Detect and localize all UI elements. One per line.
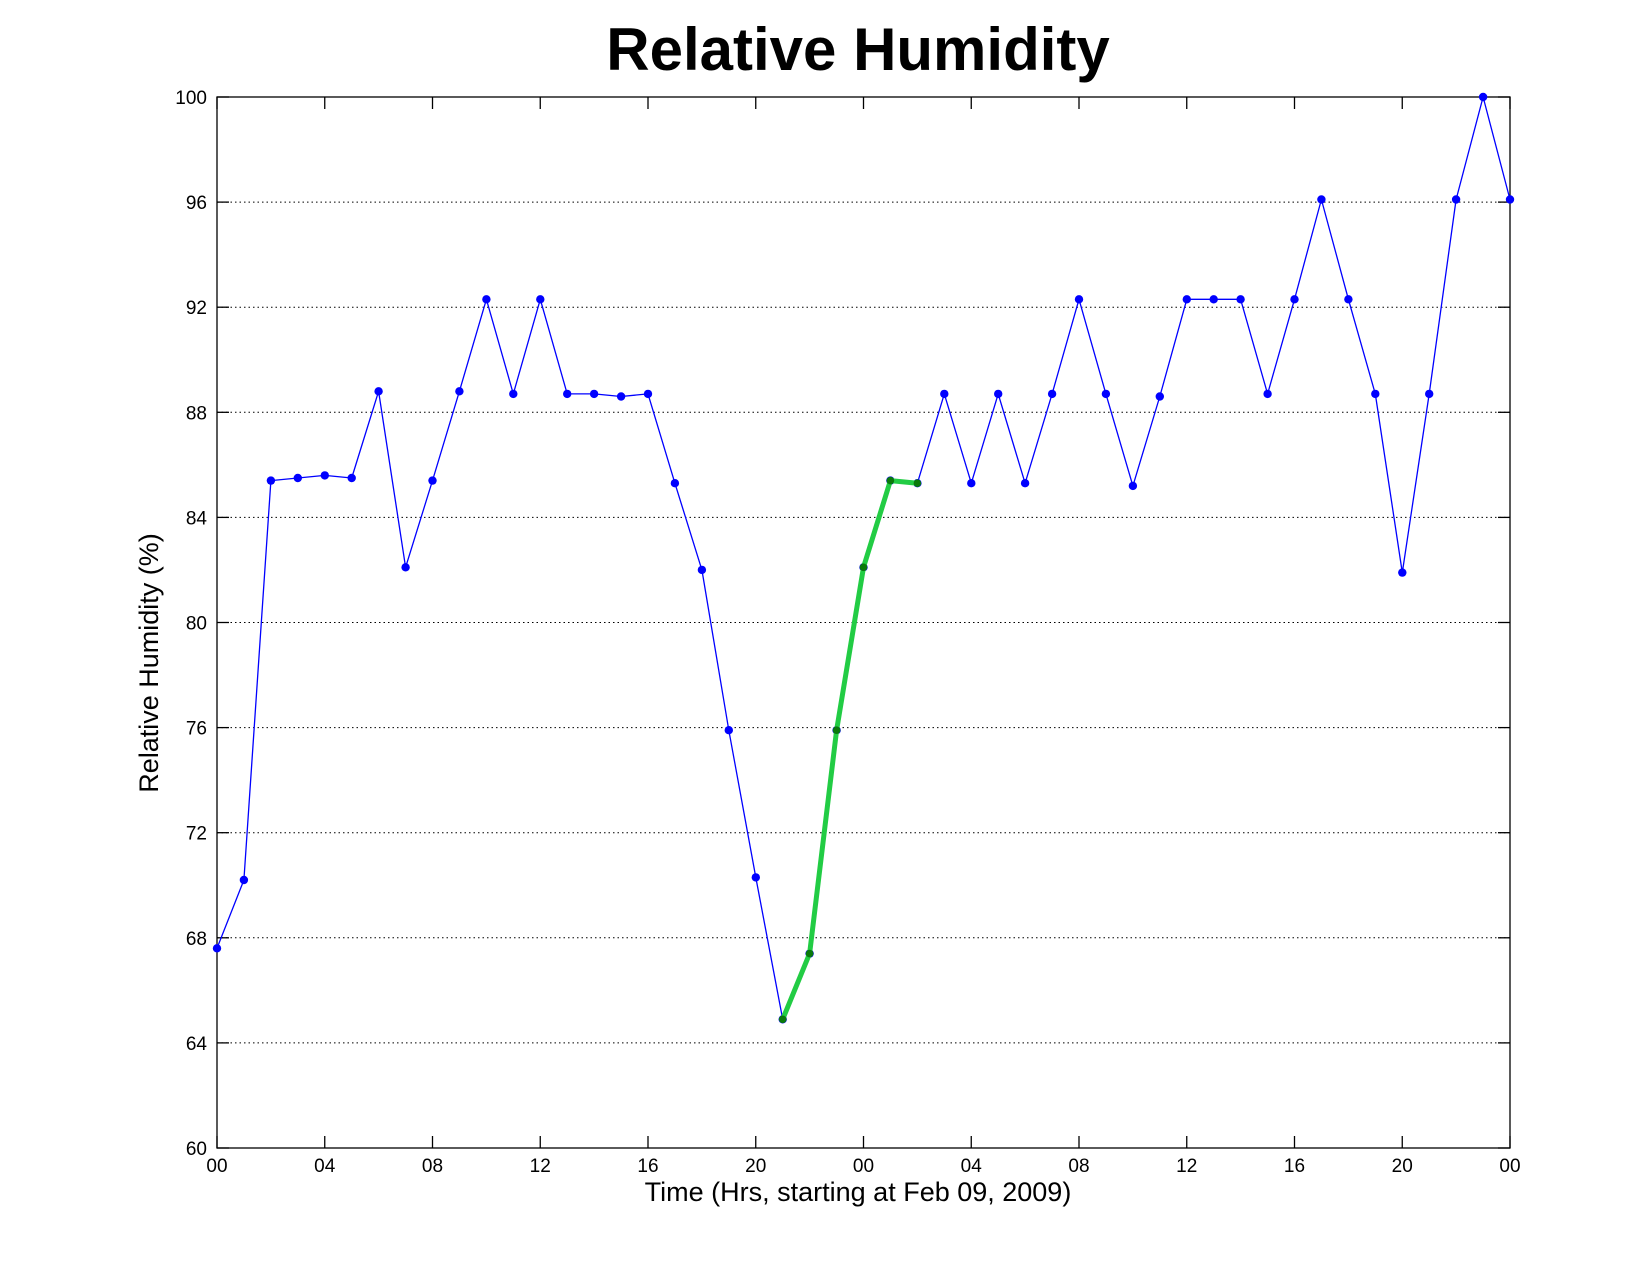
data-point bbox=[1155, 392, 1165, 401]
data-point bbox=[724, 726, 733, 735]
data-point bbox=[670, 479, 680, 488]
data-point bbox=[967, 479, 976, 488]
x-tick-label: 16 bbox=[637, 1156, 658, 1177]
data-point bbox=[1317, 195, 1326, 204]
data-point bbox=[616, 392, 626, 401]
x-tick-label: 12 bbox=[530, 1156, 551, 1177]
data-point bbox=[536, 295, 545, 304]
y-tick-label: 88 bbox=[186, 403, 207, 424]
data-point bbox=[374, 387, 383, 396]
y-tick-label: 68 bbox=[186, 929, 207, 950]
data-point bbox=[1371, 389, 1380, 399]
data-point bbox=[1398, 568, 1407, 577]
series-0 bbox=[212, 92, 1515, 1024]
data-point bbox=[1128, 481, 1138, 491]
y-tick-label: 64 bbox=[186, 1034, 208, 1055]
data-point bbox=[563, 389, 572, 399]
y-tick-label: 100 bbox=[175, 88, 207, 109]
data-point bbox=[1236, 295, 1245, 304]
data-point bbox=[320, 471, 329, 480]
x-tick-label: 12 bbox=[1176, 1156, 1197, 1177]
data-point bbox=[913, 479, 922, 488]
data-point bbox=[589, 389, 599, 399]
y-tick-label: 96 bbox=[186, 193, 207, 214]
y-tick-labels: 60 64 68 72 76 80 84 88 92 96 100 bbox=[175, 88, 207, 1160]
data-point bbox=[1478, 92, 1488, 102]
series-1 bbox=[778, 476, 922, 1024]
data-point bbox=[1344, 295, 1353, 304]
data-point bbox=[509, 389, 518, 399]
x-tick-label: 20 bbox=[1392, 1156, 1413, 1177]
data-point bbox=[751, 873, 760, 882]
data-point bbox=[1101, 389, 1111, 399]
data-point bbox=[940, 389, 949, 399]
data-point bbox=[482, 295, 491, 304]
series-line bbox=[780, 478, 918, 1021]
data-point bbox=[886, 476, 895, 485]
y-tick-label: 80 bbox=[186, 614, 207, 635]
y-tick-label: 60 bbox=[186, 1139, 207, 1160]
data-point bbox=[859, 563, 868, 572]
data-point bbox=[239, 875, 249, 885]
data-point bbox=[643, 389, 653, 399]
data-point bbox=[1263, 389, 1272, 399]
y-tick-label: 72 bbox=[186, 824, 207, 845]
x-tick-label: 08 bbox=[1068, 1156, 1089, 1177]
data-point bbox=[1290, 295, 1299, 304]
y-tick-label: 84 bbox=[186, 508, 208, 529]
grid-lines bbox=[217, 201, 1510, 1044]
x-axis-label: Time (Hrs, starting at Feb 09, 2009) bbox=[645, 1177, 1072, 1207]
x-tick-label: 20 bbox=[745, 1156, 766, 1177]
data-point bbox=[1425, 389, 1434, 399]
data-point bbox=[1451, 195, 1461, 204]
data-point bbox=[293, 473, 302, 483]
data-point bbox=[778, 1015, 787, 1024]
data-point bbox=[455, 387, 464, 396]
x-tick-label: 00 bbox=[853, 1156, 874, 1177]
x-tick-label: 16 bbox=[1284, 1156, 1305, 1177]
data-point bbox=[1505, 195, 1515, 204]
data-point bbox=[1047, 389, 1057, 399]
data-point bbox=[428, 476, 437, 485]
data-point bbox=[347, 473, 356, 483]
data-point bbox=[832, 726, 841, 734]
x-tick-labels: 00 04 08 12 16 20 00 04 08 12 16 20 00 bbox=[206, 1156, 1520, 1177]
data-point bbox=[1182, 295, 1192, 304]
x-tick-label: 00 bbox=[206, 1156, 227, 1177]
data-point bbox=[401, 563, 410, 572]
data-point bbox=[805, 949, 814, 958]
data-point bbox=[266, 476, 276, 485]
x-tick-label: 04 bbox=[314, 1156, 336, 1177]
series-line bbox=[216, 96, 1511, 1020]
data-series bbox=[212, 92, 1515, 1024]
x-tick-label: 04 bbox=[961, 1156, 983, 1177]
x-tick-label: 00 bbox=[1499, 1156, 1520, 1177]
data-point bbox=[1074, 295, 1084, 304]
y-tick-label: 92 bbox=[186, 298, 207, 319]
axis-ticks bbox=[216, 96, 1511, 1149]
y-axis-label: Relative Humidity (%) bbox=[134, 533, 164, 793]
data-point bbox=[994, 389, 1003, 399]
data-point bbox=[1209, 295, 1218, 304]
y-tick-label: 76 bbox=[186, 719, 207, 740]
chart-title: Relative Humidity bbox=[606, 16, 1110, 83]
data-point bbox=[697, 565, 707, 575]
data-point bbox=[212, 944, 222, 953]
x-tick-label: 08 bbox=[422, 1156, 443, 1177]
data-point bbox=[1020, 479, 1030, 488]
